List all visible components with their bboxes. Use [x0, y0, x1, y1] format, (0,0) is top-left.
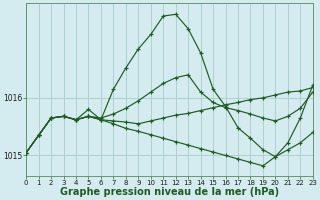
- X-axis label: Graphe pression niveau de la mer (hPa): Graphe pression niveau de la mer (hPa): [60, 187, 279, 197]
